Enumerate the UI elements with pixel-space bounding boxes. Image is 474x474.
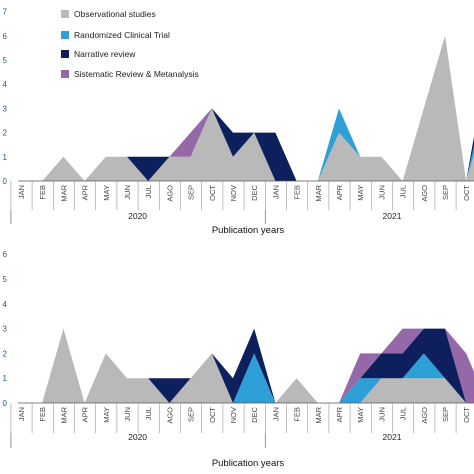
- x-tick-label: MAR: [314, 406, 323, 423]
- x-tick-label: FEB: [293, 185, 302, 200]
- legend-label-narrative: Narrative review: [74, 49, 136, 59]
- x-tick-label: FEB: [38, 185, 47, 200]
- year-label: 2020: [128, 211, 147, 221]
- legend: Observational studies Randomized Clinical…: [61, 9, 199, 79]
- x-tick-label: FEB: [293, 407, 302, 422]
- chart-top: 0 1 2 3 4 5 6 7 JAN FEB MAR APR MAY JUN JUL AGO SEP OCT NO…: [3, 8, 474, 236]
- y-tick-label: 1: [3, 374, 8, 383]
- x-axis-label: Publication years: [212, 458, 285, 469]
- y-tick-label: 3: [3, 325, 8, 334]
- y-tick-label: 2: [3, 349, 8, 358]
- x-tick-label: MAR: [314, 184, 323, 201]
- x-tick-label: JAN: [271, 185, 280, 199]
- x-tick-label: MAY: [102, 185, 111, 201]
- x-tick-label: MAY: [356, 185, 365, 201]
- legend-swatch-rct: [61, 31, 69, 39]
- x-tick-label: JAN: [17, 185, 26, 199]
- x-tick-label: NOV: [229, 407, 238, 423]
- legend-swatch-systematic: [61, 70, 69, 78]
- x-tick-label: SEP: [441, 185, 450, 200]
- x-tick-label: JUL: [399, 185, 408, 198]
- y-tick-label: 6: [3, 32, 8, 41]
- area-observational: [21, 35, 474, 181]
- y-tick-label: 3: [3, 104, 8, 113]
- legend-label-systematic: Sistematic Review & Metanalysis: [74, 69, 199, 79]
- area-observational: [21, 328, 474, 403]
- x-tick-label: DEC: [250, 184, 259, 200]
- x-tick-label: MAY: [102, 407, 111, 423]
- x-tick-label: APR: [335, 184, 344, 200]
- y-tick-label: 4: [3, 300, 8, 309]
- x-tick-label: MAY: [356, 407, 365, 423]
- x-tick-label: AGO: [165, 407, 174, 424]
- chart-bottom: 0 1 2 3 4 5 6 JAN FEB MAR APR MAY JUN JUL AGO SEP OCT NOV…: [3, 250, 474, 469]
- x-axis-label: Publication years: [212, 225, 285, 236]
- y-tick-label: 5: [3, 56, 8, 65]
- year-label: 2021: [383, 432, 402, 442]
- x-tick-label: JUN: [377, 407, 386, 422]
- x-tick-label: SEP: [187, 407, 196, 422]
- y-tick-label: 0: [3, 177, 8, 186]
- area-narrative: [21, 328, 474, 403]
- x-tick-label: DEC: [250, 406, 259, 422]
- x-tick-label: JUL: [144, 407, 153, 420]
- x-tick-label: SEP: [441, 407, 450, 422]
- x-tick-label: APR: [81, 406, 90, 422]
- x-tick-label: FEB: [38, 407, 47, 422]
- y-tick-label: 0: [3, 399, 8, 408]
- y-tick-label: 2: [3, 129, 8, 138]
- y-tick-label: 4: [3, 80, 8, 89]
- year-label: 2021: [383, 211, 402, 221]
- x-tick-label: JUL: [399, 407, 408, 420]
- x-tick-label: JUL: [144, 185, 153, 198]
- x-tick-label: MAR: [59, 184, 68, 201]
- x-tick-label: AGO: [420, 185, 429, 202]
- x-tick-label: APR: [335, 406, 344, 422]
- x-tick-label: JUN: [377, 185, 386, 200]
- x-tick-label: JAN: [17, 407, 26, 421]
- x-tick-label: APR: [81, 184, 90, 200]
- x-tick-label: JUN: [123, 185, 132, 200]
- legend-label-observational: Observational studies: [74, 9, 156, 19]
- x-tick-label: SEP: [187, 185, 196, 200]
- legend-label-rct: Randomized Clinical Trial: [74, 30, 170, 40]
- x-tick-label: AGO: [420, 407, 429, 424]
- x-tick-label: NOV: [229, 185, 238, 201]
- x-tick-label: OCT: [462, 407, 471, 423]
- area-rct: [21, 328, 474, 403]
- y-tick-label: 1: [3, 153, 8, 162]
- x-tick-label: MAR: [59, 406, 68, 423]
- x-tick-label: JAN: [271, 407, 280, 421]
- year-label: 2020: [128, 432, 147, 442]
- x-tick-label: AGO: [165, 185, 174, 202]
- x-tick-label: OCT: [462, 185, 471, 201]
- y-tick-label: 7: [3, 8, 8, 17]
- x-tick-label: OCT: [208, 185, 217, 201]
- legend-swatch-observational: [61, 10, 69, 18]
- legend-swatch-narrative: [61, 50, 69, 58]
- y-tick-label: 6: [3, 250, 8, 259]
- x-tick-label: JUN: [123, 407, 132, 422]
- x-tick-label: OCT: [208, 407, 217, 423]
- y-tick-label: 5: [3, 275, 8, 284]
